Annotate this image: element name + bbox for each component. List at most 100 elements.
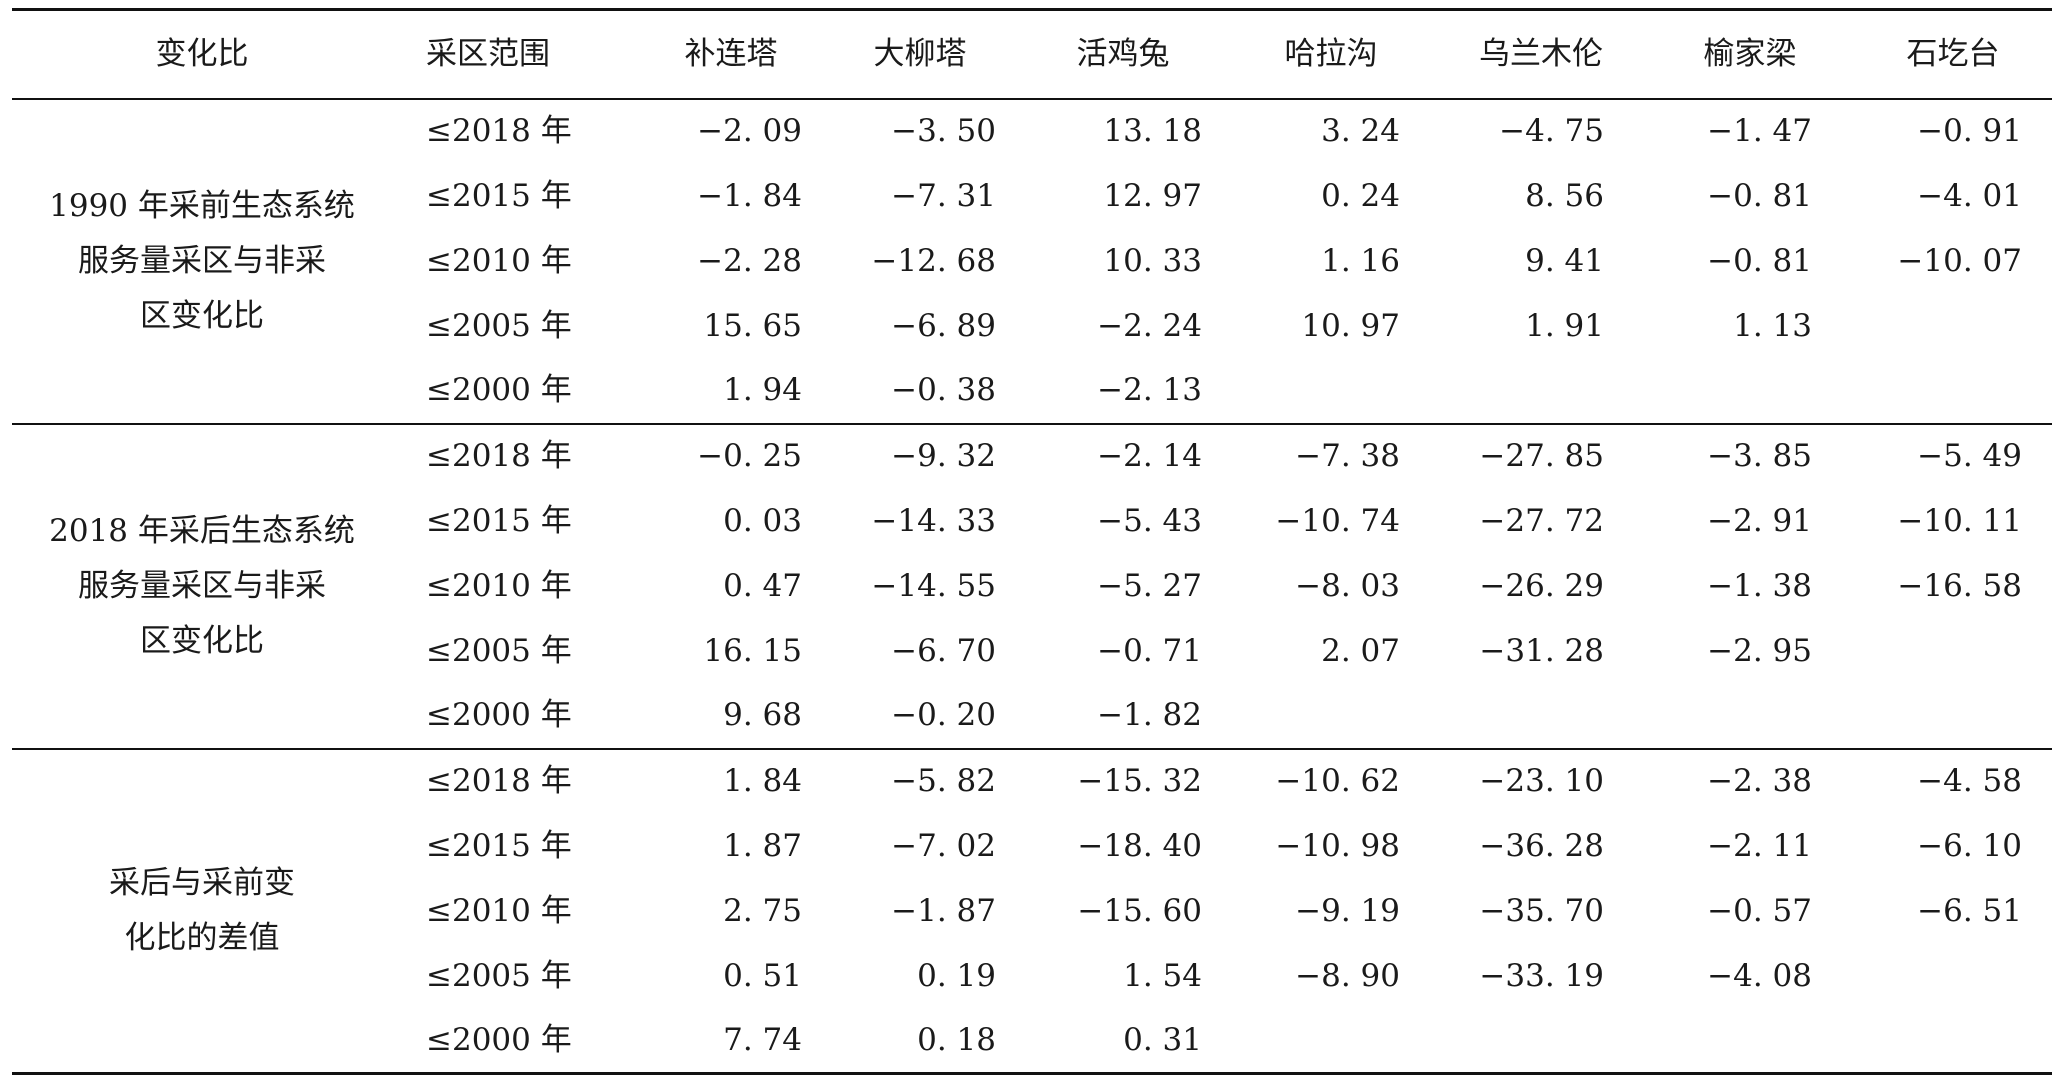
- value-cell: [1436, 684, 1646, 749]
- value-cell: −9. 19: [1295, 892, 1400, 929]
- value-cell: −12. 68: [871, 242, 996, 279]
- value-cell: −1. 38: [1707, 567, 1812, 604]
- data-table: 变化比 采区范围 补连塔 大柳塔 活鸡兔 哈拉沟 乌兰木伦 榆家梁 石圪台 19…: [12, 8, 2052, 1075]
- value-cell: 2. 75: [723, 892, 802, 929]
- ecosystem-change-ratio-table: 变化比 采区范围 补连塔 大柳塔 活鸡兔 哈拉沟 乌兰木伦 榆家梁 石圪台 19…: [12, 8, 2052, 1075]
- value-cell: −10. 11: [1897, 502, 2022, 539]
- value-cell: [1436, 1009, 1646, 1074]
- table-row: ≤2010 年 0. 47 −14. 55 −5. 27 −8. 03 −26. 29 −1…: [12, 554, 2052, 619]
- value-cell: 1. 94: [723, 372, 802, 408]
- value-cell: −7. 31: [891, 177, 996, 214]
- range-cell: ≤2010 年: [426, 892, 572, 929]
- table-row: ≤2000 年 9. 68 −0. 20 −1. 82: [12, 684, 2052, 749]
- value-cell: −4. 01: [1917, 177, 2022, 214]
- range-cell: ≤2005 年: [426, 307, 572, 344]
- group-label-line: 采后与采前变: [109, 864, 295, 901]
- table-row: ≤2005 年 0. 51 0. 19 1. 54 −8. 90 −33. 19 −4. 0…: [12, 944, 2052, 1009]
- group-label-line: 区变化比: [140, 297, 264, 334]
- group-label-line: 服务量采区与非采: [78, 242, 326, 279]
- value-cell: −10. 62: [1275, 763, 1400, 799]
- header-range: 采区范围: [426, 35, 550, 72]
- value-cell: −4. 08: [1707, 957, 1812, 994]
- value-cell: −2. 91: [1707, 502, 1812, 539]
- range-cell: ≤2018 年: [426, 763, 572, 799]
- value-cell: −14. 33: [871, 502, 996, 539]
- value-cell: −10. 74: [1275, 502, 1400, 539]
- value-cell: −8. 90: [1295, 957, 1400, 994]
- value-cell: −2. 11: [1707, 827, 1812, 864]
- value-cell: −6. 51: [1917, 892, 2022, 929]
- value-cell: −5. 43: [1097, 502, 1202, 539]
- group-label-line: 服务量采区与非采: [78, 567, 326, 604]
- table-row: ≤2010 年 −2. 28 −12. 68 10. 33 1. 16 9. 41 −0. …: [12, 229, 2052, 294]
- value-cell: −7. 02: [891, 827, 996, 864]
- value-cell: −0. 20: [891, 697, 996, 733]
- value-cell: [1226, 359, 1436, 424]
- value-cell: −14. 55: [871, 567, 996, 604]
- range-cell: ≤2018 年: [426, 113, 572, 149]
- range-cell: ≤2015 年: [426, 177, 572, 214]
- value-cell: −6. 89: [891, 307, 996, 344]
- range-cell: ≤2010 年: [426, 242, 572, 279]
- value-cell: 16. 15: [703, 632, 802, 669]
- value-cell: −6. 70: [891, 632, 996, 669]
- group-label: 1990 年采前生态系统 服务量采区与非采 区变化比: [12, 99, 392, 424]
- value-cell: −27. 72: [1479, 502, 1604, 539]
- value-cell: 0. 19: [917, 957, 996, 994]
- value-cell: −1. 47: [1707, 113, 1812, 149]
- group-label-line: 1990 年采前生态系统: [49, 187, 355, 224]
- value-cell: −26. 29: [1479, 567, 1604, 604]
- value-cell: [1646, 359, 1854, 424]
- value-cell: −15. 60: [1077, 892, 1202, 929]
- table-row: ≤2000 年 1. 94 −0. 38 −2. 13: [12, 359, 2052, 424]
- value-cell: −0. 91: [1917, 113, 2022, 149]
- value-cell: −7. 38: [1295, 438, 1400, 474]
- table-row: ≤2015 年 −1. 84 −7. 31 12. 97 0. 24 8. 56 −0. 8…: [12, 164, 2052, 229]
- value-cell: [1854, 1009, 2052, 1074]
- value-cell: −33. 19: [1479, 957, 1604, 994]
- header-area: 榆家梁: [1703, 35, 1797, 72]
- value-cell: 9. 41: [1525, 242, 1604, 279]
- group-label-line: 2018 年采后生态系统: [49, 512, 355, 549]
- value-cell: 1. 87: [723, 827, 802, 864]
- table-row: 1990 年采前生态系统 服务量采区与非采 区变化比 ≤2018 年 −2. 09 −3.…: [12, 99, 2052, 334]
- value-cell: 0. 51: [723, 957, 802, 994]
- value-cell: −10. 98: [1275, 827, 1400, 864]
- value-cell: −5. 27: [1097, 567, 1202, 604]
- value-cell: 1. 91: [1525, 307, 1604, 344]
- value-cell: −3. 50: [891, 113, 996, 149]
- value-cell: 15. 65: [703, 307, 802, 344]
- value-cell: 0. 47: [723, 567, 802, 604]
- value-cell: −2. 14: [1097, 438, 1202, 474]
- value-cell: −0. 38: [891, 372, 996, 408]
- value-cell: −16. 58: [1897, 567, 2022, 604]
- value-cell: 3. 24: [1321, 113, 1400, 149]
- header-area: 石圪台: [1906, 35, 2000, 72]
- value-cell: [1854, 619, 2052, 684]
- range-cell: ≤2000 年: [426, 372, 572, 408]
- header-area: 补连塔: [684, 35, 778, 72]
- table-row: ≤2000 年 7. 74 0. 18 0. 31: [12, 1009, 2052, 1074]
- header-label: 变化比: [155, 35, 249, 72]
- value-cell: −2. 95: [1707, 632, 1812, 669]
- value-cell: −5. 49: [1917, 438, 2022, 474]
- range-cell: ≤2018 年: [426, 438, 572, 474]
- value-cell: −10. 07: [1897, 242, 2022, 279]
- value-cell: −6. 10: [1917, 827, 2022, 864]
- value-cell: [1854, 359, 2052, 424]
- value-cell: [1436, 359, 1646, 424]
- header-area: 乌兰木伦: [1479, 35, 1603, 72]
- value-cell: 10. 97: [1301, 307, 1400, 344]
- value-cell: 13. 18: [1103, 113, 1202, 149]
- value-cell: [1854, 944, 2052, 1009]
- range-cell: ≤2000 年: [426, 1021, 572, 1058]
- value-cell: [1854, 684, 2052, 749]
- value-cell: 10. 33: [1103, 242, 1202, 279]
- value-cell: −2. 38: [1707, 763, 1812, 799]
- value-cell: −36. 28: [1479, 827, 1604, 864]
- range-cell: ≤2015 年: [426, 827, 572, 864]
- group-label: 2018 年采后生态系统 服务量采区与非采 区变化比: [12, 424, 392, 749]
- range-cell: ≤2005 年: [426, 632, 572, 669]
- value-cell: [1226, 1009, 1436, 1074]
- range-cell: ≤2015 年: [426, 502, 572, 539]
